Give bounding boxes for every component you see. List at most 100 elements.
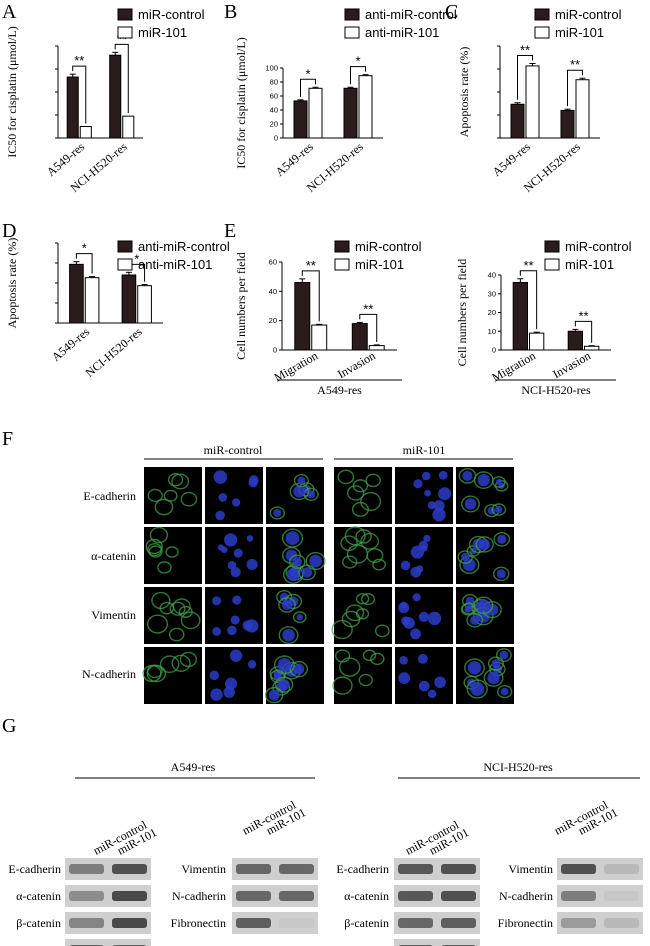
y-axis-label: Cell numbers per field [455,259,469,367]
cell-nucleus [462,470,473,482]
cell-membrane [351,501,369,517]
legend-swatch [544,240,560,253]
bar [122,115,135,139]
cell-membrane [497,685,513,699]
legend-label: anti-miR-control [365,7,457,22]
y-tick-label: 100 [265,64,278,73]
cell-nucleus [224,533,238,547]
cell-nucleus [277,658,292,672]
significance-mark: ** [74,53,84,68]
significance-mark: * [82,241,87,256]
blot-protein-label: N-cadherin [499,889,553,903]
cell-nucleus [423,534,431,543]
micrograph-cell [456,527,514,584]
cell-nucleus [293,485,306,498]
micrograph-cell [331,587,392,644]
cell-nucleus [418,611,429,622]
cell-nucleus [307,490,316,499]
cell-membrane [159,655,180,674]
f-row-label-n-cadherin: N-cadherin [82,667,136,681]
blot-strip [394,912,480,934]
micrograph-cell [334,467,392,524]
cell-nucleus [227,625,237,636]
cell-nucleus [415,565,424,573]
cell-membrane [360,593,376,606]
category-label: Migration [272,348,321,384]
category-label: Invasion [335,348,378,381]
cell-membrane [475,536,494,553]
cell-nucleus [230,615,240,625]
cell-membrane [362,649,377,662]
cell-membrane [344,526,366,546]
blot-band [279,918,314,928]
bar [66,76,79,139]
cell-nucleus [286,568,300,582]
cell-membrane [273,655,295,675]
cell-nucleus [268,689,280,701]
cell-nucleus [427,501,436,510]
blot-strip [232,885,318,907]
cell-nucleus [424,489,431,497]
legend-label: miR-control [355,239,422,254]
cell-membrane [466,612,484,628]
micrograph-cell [144,467,202,524]
significance-mark: * [355,54,360,69]
blot-band [69,891,104,901]
blot-band [112,918,147,928]
cell-nucleus [403,617,415,629]
cell-nucleus [278,679,290,691]
cell-nucleus [421,471,431,481]
cell-membrane [332,676,353,695]
blot-protein-label: GAPDH [348,943,390,946]
micrograph-cell [264,647,324,704]
cell-membrane [154,498,174,516]
y-tick-label: 30 [488,289,496,298]
cell-nucleus [232,595,242,605]
y-axis-label: IC50 for cisplatin (μmol/L) [234,37,248,168]
legend-label: miR-control [138,7,205,22]
y-tick-label: 10 [488,327,496,336]
bar [308,87,323,139]
blot-protein-label: Vimentin [508,862,553,876]
cell-nucleus [210,688,223,701]
micrograph-cell [266,527,326,584]
cell-nucleus [432,507,446,522]
cell-nucleus [496,569,506,579]
bar [84,277,100,324]
y-tick-label: 40 [488,271,496,280]
y-axis-label: Cell numbers per field [234,252,248,360]
blot-protein-label: Vimentin [181,862,226,876]
significance-mark: ** [306,258,316,273]
cell-nucleus [309,554,322,568]
bar [343,87,358,139]
cell-membrane [355,593,370,605]
group-label: A549-res [317,383,362,397]
cell-nucleus [465,605,473,612]
cell-nucleus [413,479,423,489]
cell-membrane [165,546,179,558]
cell-nucleus [470,682,485,696]
cell-membrane [171,654,191,672]
panel-g-western-blot: A549-res NCI-H520-res miR-controlmiR-101… [8,760,643,946]
legend-label: anti-miR-control [138,239,230,254]
micrograph-bg [144,467,202,524]
panel-label-f: F [2,428,13,450]
cell-membrane [331,619,353,640]
cell-membrane [466,679,488,699]
bar [293,100,308,139]
blot-protein-label: β-catenin [16,916,61,930]
category-label: A549-res [490,139,533,179]
cell-nucleus [282,628,295,642]
blot-band [279,864,314,874]
cell-nucleus [499,650,509,660]
blot-band [112,891,147,901]
cell-nucleus [231,498,241,507]
significance-mark: ** [363,301,373,316]
cell-nucleus [410,628,421,640]
y-axis-label: Apoptosis rate (%) [5,238,19,329]
cell-nucleus [233,548,243,558]
legend-swatch [544,258,560,271]
bar [529,332,545,351]
micrograph-cell [395,647,453,704]
micrograph-bg [205,587,263,644]
